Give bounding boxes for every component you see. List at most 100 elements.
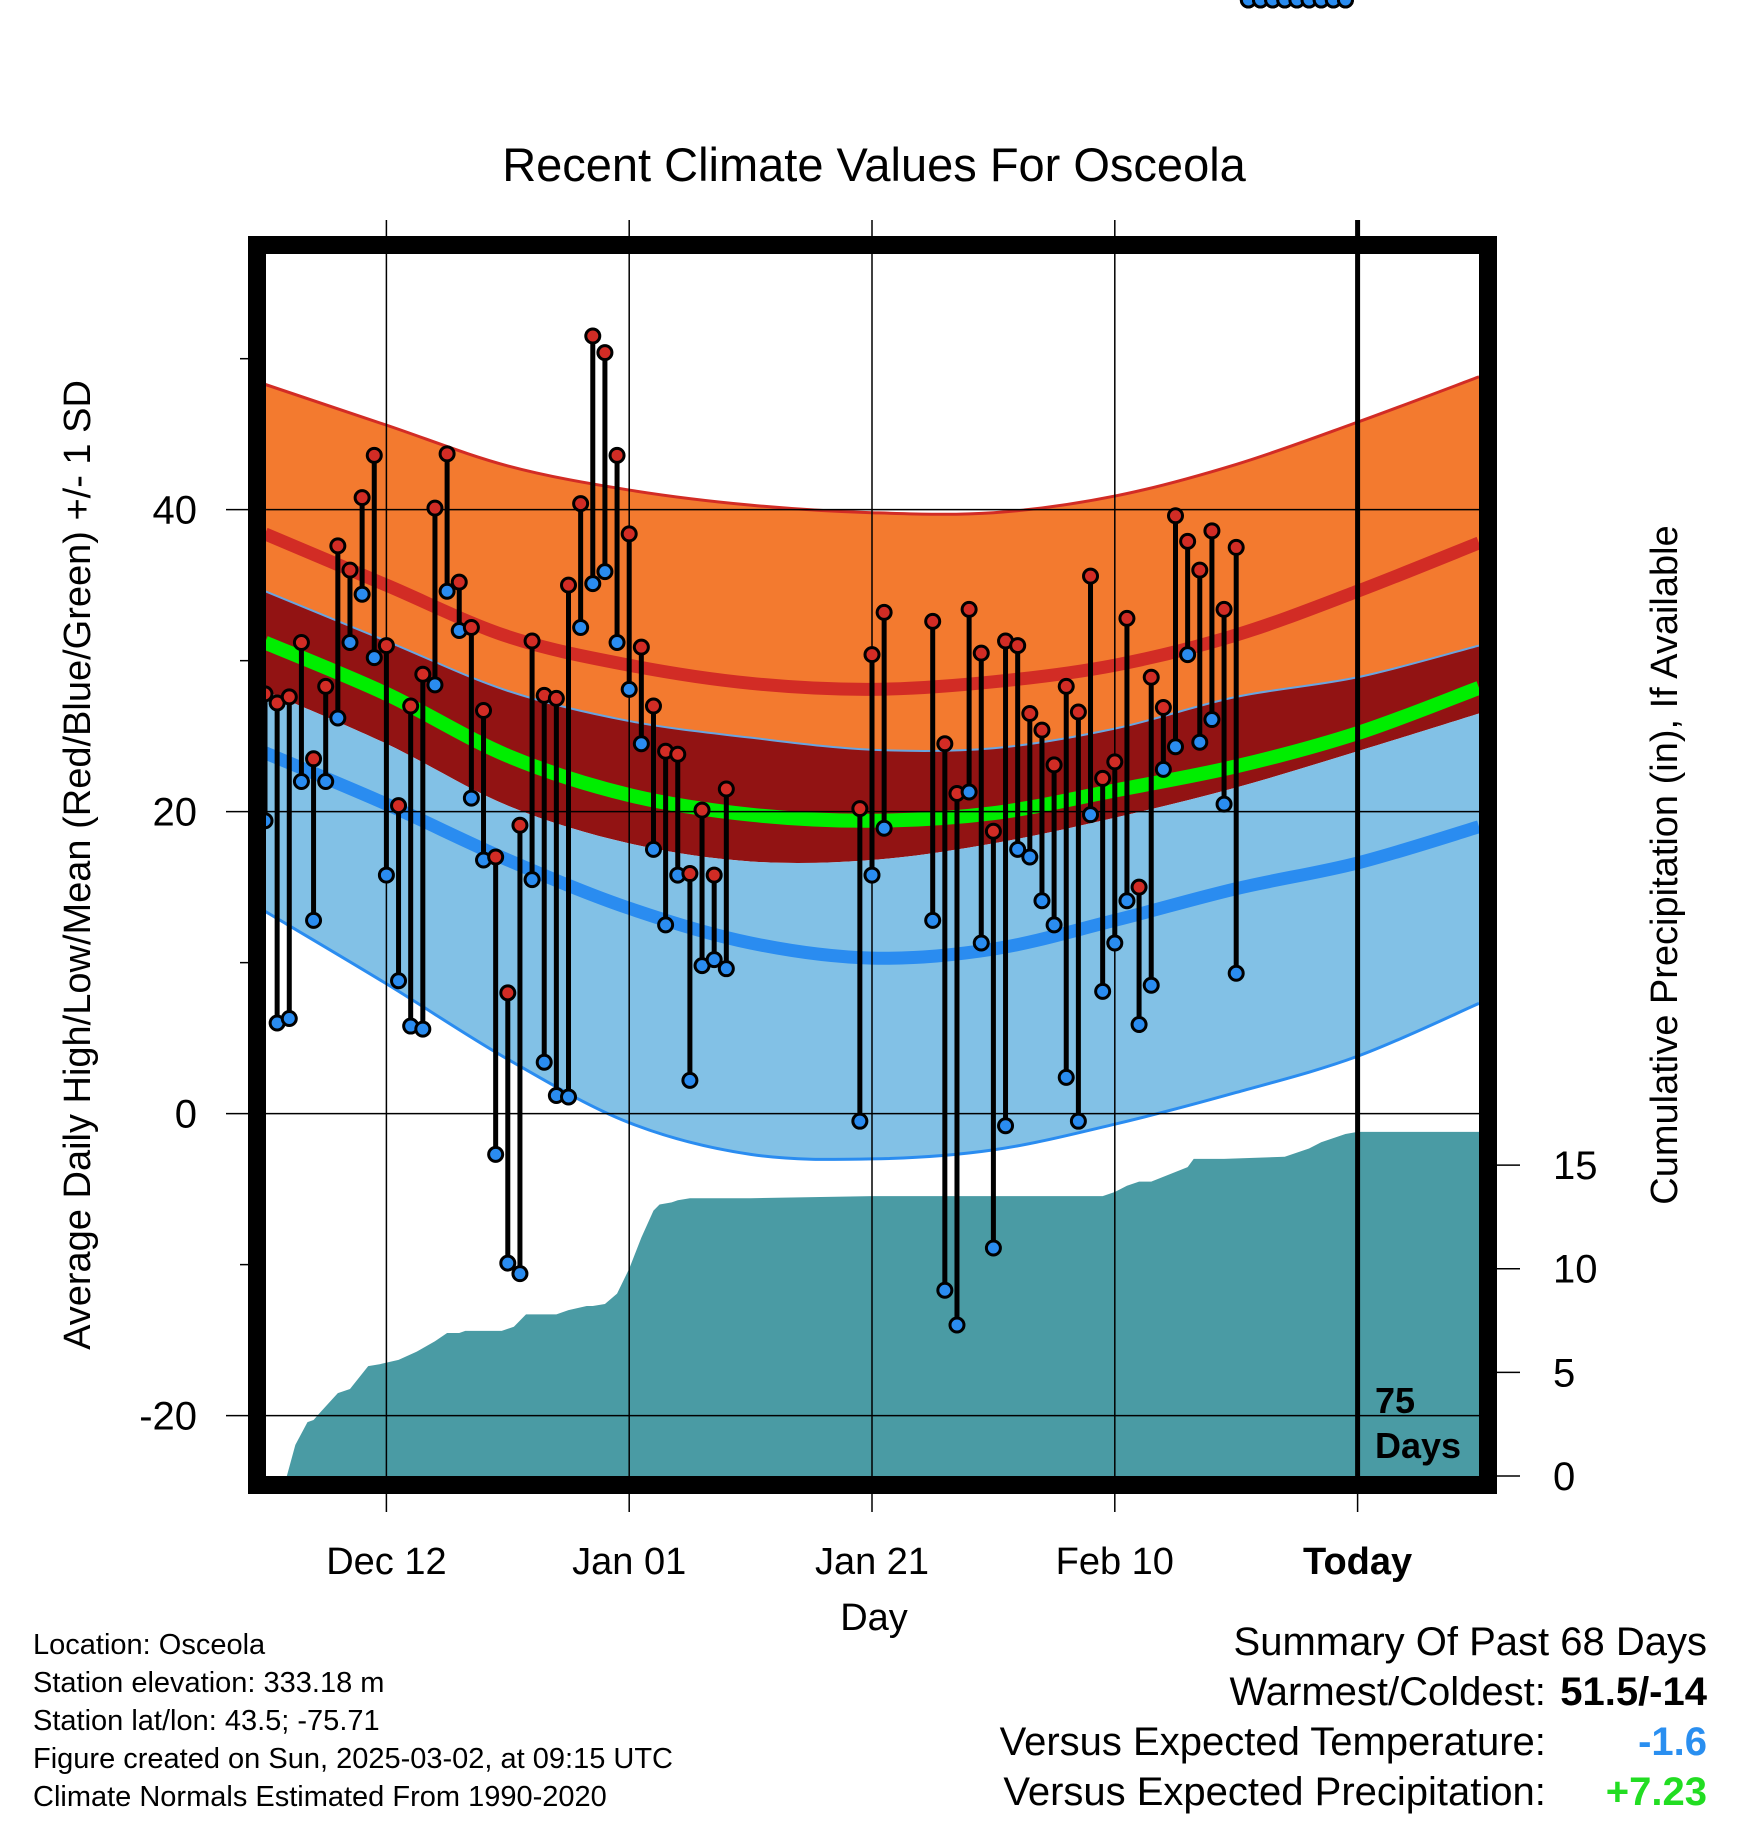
low-point — [572, 618, 590, 636]
low-point — [317, 772, 335, 790]
low-point — [681, 1071, 699, 1089]
low-point — [305, 911, 323, 929]
high-point — [620, 525, 638, 543]
low-point — [560, 1088, 577, 1106]
high-point — [693, 801, 711, 819]
high-point — [924, 612, 942, 630]
high-point — [644, 697, 662, 715]
y-axis-label: Average Daily High/Low/Mean (Red/Blue/Gr… — [57, 380, 99, 1350]
low-point — [620, 680, 638, 698]
low-point — [365, 649, 383, 667]
high-point — [1154, 698, 1172, 716]
low-point — [462, 789, 480, 807]
chart-title: Recent Climate Values For Osceola — [502, 138, 1246, 191]
high-point — [717, 780, 735, 798]
low-point — [292, 772, 310, 790]
low-point — [523, 871, 541, 889]
high-point — [462, 618, 480, 636]
low-point — [984, 1239, 1002, 1257]
low-point — [499, 1254, 517, 1272]
low-point — [1142, 976, 1160, 994]
low-point — [1227, 964, 1245, 982]
info-created: Figure created on Sun, 2025-03-02, at 09… — [33, 1743, 673, 1775]
high-point — [317, 677, 335, 695]
info-normals: Climate Normals Estimated From 1990-2020 — [33, 1781, 607, 1813]
low-point — [1057, 1068, 1075, 1086]
low-point — [1106, 934, 1124, 952]
x-tick-label: Feb 10 — [1056, 1541, 1174, 1583]
high-point — [1142, 668, 1160, 686]
station-info: Location: Osceola Station elevation: 333… — [33, 1626, 673, 1816]
days-label-line2: Days — [1375, 1425, 1461, 1466]
high-point — [1094, 769, 1112, 787]
y-tick-label: -20 — [139, 1395, 197, 1439]
x-tick-label: Today — [1303, 1541, 1412, 1583]
low-point — [657, 916, 675, 934]
x-axis-label: Day — [840, 1597, 908, 1639]
low-point — [851, 1112, 869, 1130]
low-point — [1118, 892, 1136, 910]
x-tick-label: Dec 12 — [326, 1541, 446, 1583]
low-point — [608, 634, 626, 652]
low-point — [1094, 982, 1112, 1000]
low-point — [438, 582, 456, 600]
high-point — [705, 866, 723, 884]
low-point — [1251, 0, 1269, 9]
high-point — [1045, 756, 1063, 774]
high-point — [972, 644, 990, 662]
high-point — [584, 327, 602, 345]
high-point — [499, 984, 517, 1002]
summary-warmest-label: Warmest/Coldest: — [1229, 1670, 1546, 1714]
low-point — [390, 972, 408, 990]
info-location: Location: Osceola — [33, 1629, 266, 1661]
high-point — [1179, 532, 1197, 550]
low-point — [1082, 806, 1100, 824]
x-tick-label: Jan 01 — [572, 1541, 686, 1583]
summary-precip-row: Versus Expected Precipitation: +7.23 — [1000, 1767, 1707, 1817]
low-point — [632, 735, 650, 753]
low-point — [644, 840, 662, 858]
low-point — [487, 1145, 505, 1163]
y2-tick-label: 15 — [1553, 1144, 1598, 1188]
low-point — [1288, 0, 1306, 9]
low-point — [1167, 738, 1184, 756]
high-point — [511, 816, 529, 834]
x-tick-label: Jan 21 — [815, 1541, 929, 1583]
axes: Dec 12 Jan 01 Jan 21 Feb 10 Today -20 0 20 40 0 5 1… — [139, 357, 1598, 1583]
high-point — [669, 745, 687, 763]
y2-tick-label: 10 — [1553, 1248, 1598, 1292]
low-point — [1264, 0, 1282, 9]
low-point — [341, 634, 359, 652]
high-point — [547, 689, 565, 707]
high-point — [377, 637, 395, 655]
summary-temp-value: -1.6 — [1638, 1720, 1707, 1764]
summary-title: Summary Of Past 68 Days — [1233, 1620, 1707, 1664]
low-point — [1069, 1112, 1087, 1130]
low-point — [353, 585, 371, 603]
high-point — [1033, 721, 1051, 739]
high-point — [523, 632, 541, 650]
high-point — [1191, 561, 1209, 579]
high-point — [875, 603, 893, 621]
low-point — [1009, 840, 1027, 858]
low-point — [596, 563, 614, 581]
low-point — [535, 1053, 553, 1071]
high-point — [1167, 507, 1184, 525]
low-point — [280, 1010, 298, 1028]
high-point — [475, 701, 493, 719]
high-point — [560, 576, 577, 594]
info-elevation: Station elevation: 333.18 m — [33, 1667, 385, 1699]
high-point — [1021, 705, 1039, 723]
daily-observations — [256, 0, 1354, 1334]
low-point — [1021, 848, 1039, 866]
low-point — [1276, 0, 1294, 9]
high-point — [280, 688, 298, 706]
summary-warmest-value: 51.5/-14 — [1560, 1670, 1707, 1714]
high-point — [1009, 637, 1027, 655]
high-point — [681, 865, 699, 883]
high-point — [341, 561, 359, 579]
low-point — [1045, 916, 1063, 934]
low-point — [863, 866, 881, 884]
low-point — [426, 676, 444, 694]
low-point — [924, 911, 942, 929]
